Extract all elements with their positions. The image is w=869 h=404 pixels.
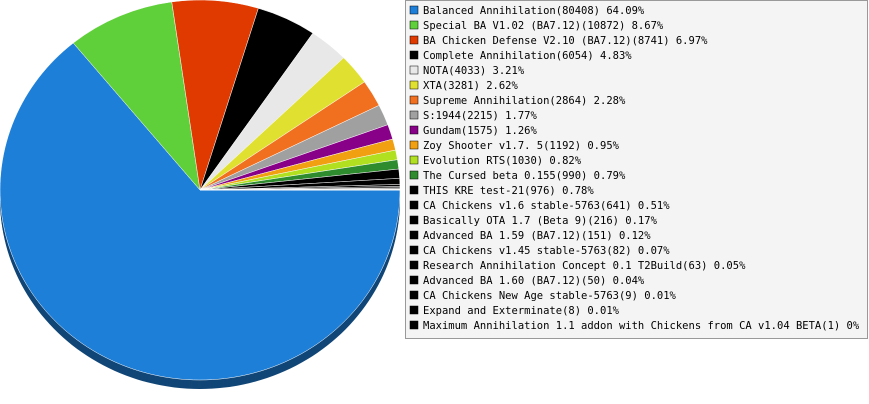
legend-label: Zoy Shooter v1.7. 5(1192) 0.95%	[423, 140, 620, 152]
legend-label: Research Annihilation Concept 0.1 T2Buil…	[423, 260, 746, 272]
legend-label: CA Chickens New Age stable-5763(9) 0.01%	[423, 290, 677, 302]
legend-label: Expand and Exterminate(8) 0.01%	[423, 305, 620, 317]
legend-swatch	[410, 6, 418, 14]
legend-swatch	[410, 321, 418, 329]
legend-swatch	[410, 261, 418, 269]
legend-label: BA Chicken Defense V2.10 (BA7.12)(8741) …	[423, 35, 708, 47]
legend-label: Evolution RTS(1030) 0.82%	[423, 155, 582, 167]
legend-swatch	[410, 171, 418, 179]
legend-swatch	[410, 66, 418, 74]
legend-swatch	[410, 306, 418, 314]
legend-label: Advanced BA 1.60 (BA7.12)(50) 0.04%	[423, 275, 645, 287]
legend-label: The Cursed beta 0.155(990) 0.79%	[423, 170, 626, 182]
legend-label: NOTA(4033) 3.21%	[423, 65, 525, 77]
legend-swatch	[410, 21, 418, 29]
legend-label: Gundam(1575) 1.26%	[423, 125, 537, 137]
legend-label: S:1944(2215) 1.77%	[423, 110, 537, 122]
legend-swatch	[410, 231, 418, 239]
legend-label: Special BA V1.02 (BA7.12)(10872) 8.67%	[423, 20, 664, 32]
legend-swatch	[410, 126, 418, 134]
legend-label: Supreme Annihilation(2864) 2.28%	[423, 95, 626, 107]
legend-label: XTA(3281) 2.62%	[423, 80, 519, 92]
legend-label: Advanced BA 1.59 (BA7.12)(151) 0.12%	[423, 230, 651, 242]
legend-label: CA Chickens v1.45 stable-5763(82) 0.07%	[423, 245, 670, 257]
legend-label: Basically OTA 1.7 (Beta 9)(216) 0.17%	[423, 215, 658, 227]
legend-swatch	[410, 36, 418, 44]
legend-label: Balanced Annihilation(80408) 64.09%	[423, 5, 645, 17]
legend-swatch	[410, 186, 418, 194]
legend-swatch	[410, 246, 418, 254]
legend-swatch	[410, 111, 418, 119]
legend-swatch	[410, 141, 418, 149]
legend-swatch	[410, 156, 418, 164]
legend-label: Complete Annihilation(6054) 4.83%	[423, 50, 632, 62]
legend-swatch	[410, 51, 418, 59]
legend-swatch	[410, 96, 418, 104]
legend-label: THIS KRE test-21(976) 0.78%	[423, 185, 594, 197]
legend-swatch	[410, 291, 418, 299]
legend-swatch	[410, 276, 418, 284]
legend-swatch	[410, 216, 418, 224]
legend-label: Maximum Annihilation 1.1 addon with Chic…	[423, 320, 860, 332]
legend-swatch	[410, 81, 418, 89]
legend-swatch	[410, 201, 418, 209]
legend-label: CA Chickens v1.6 stable-5763(641) 0.51%	[423, 200, 670, 212]
